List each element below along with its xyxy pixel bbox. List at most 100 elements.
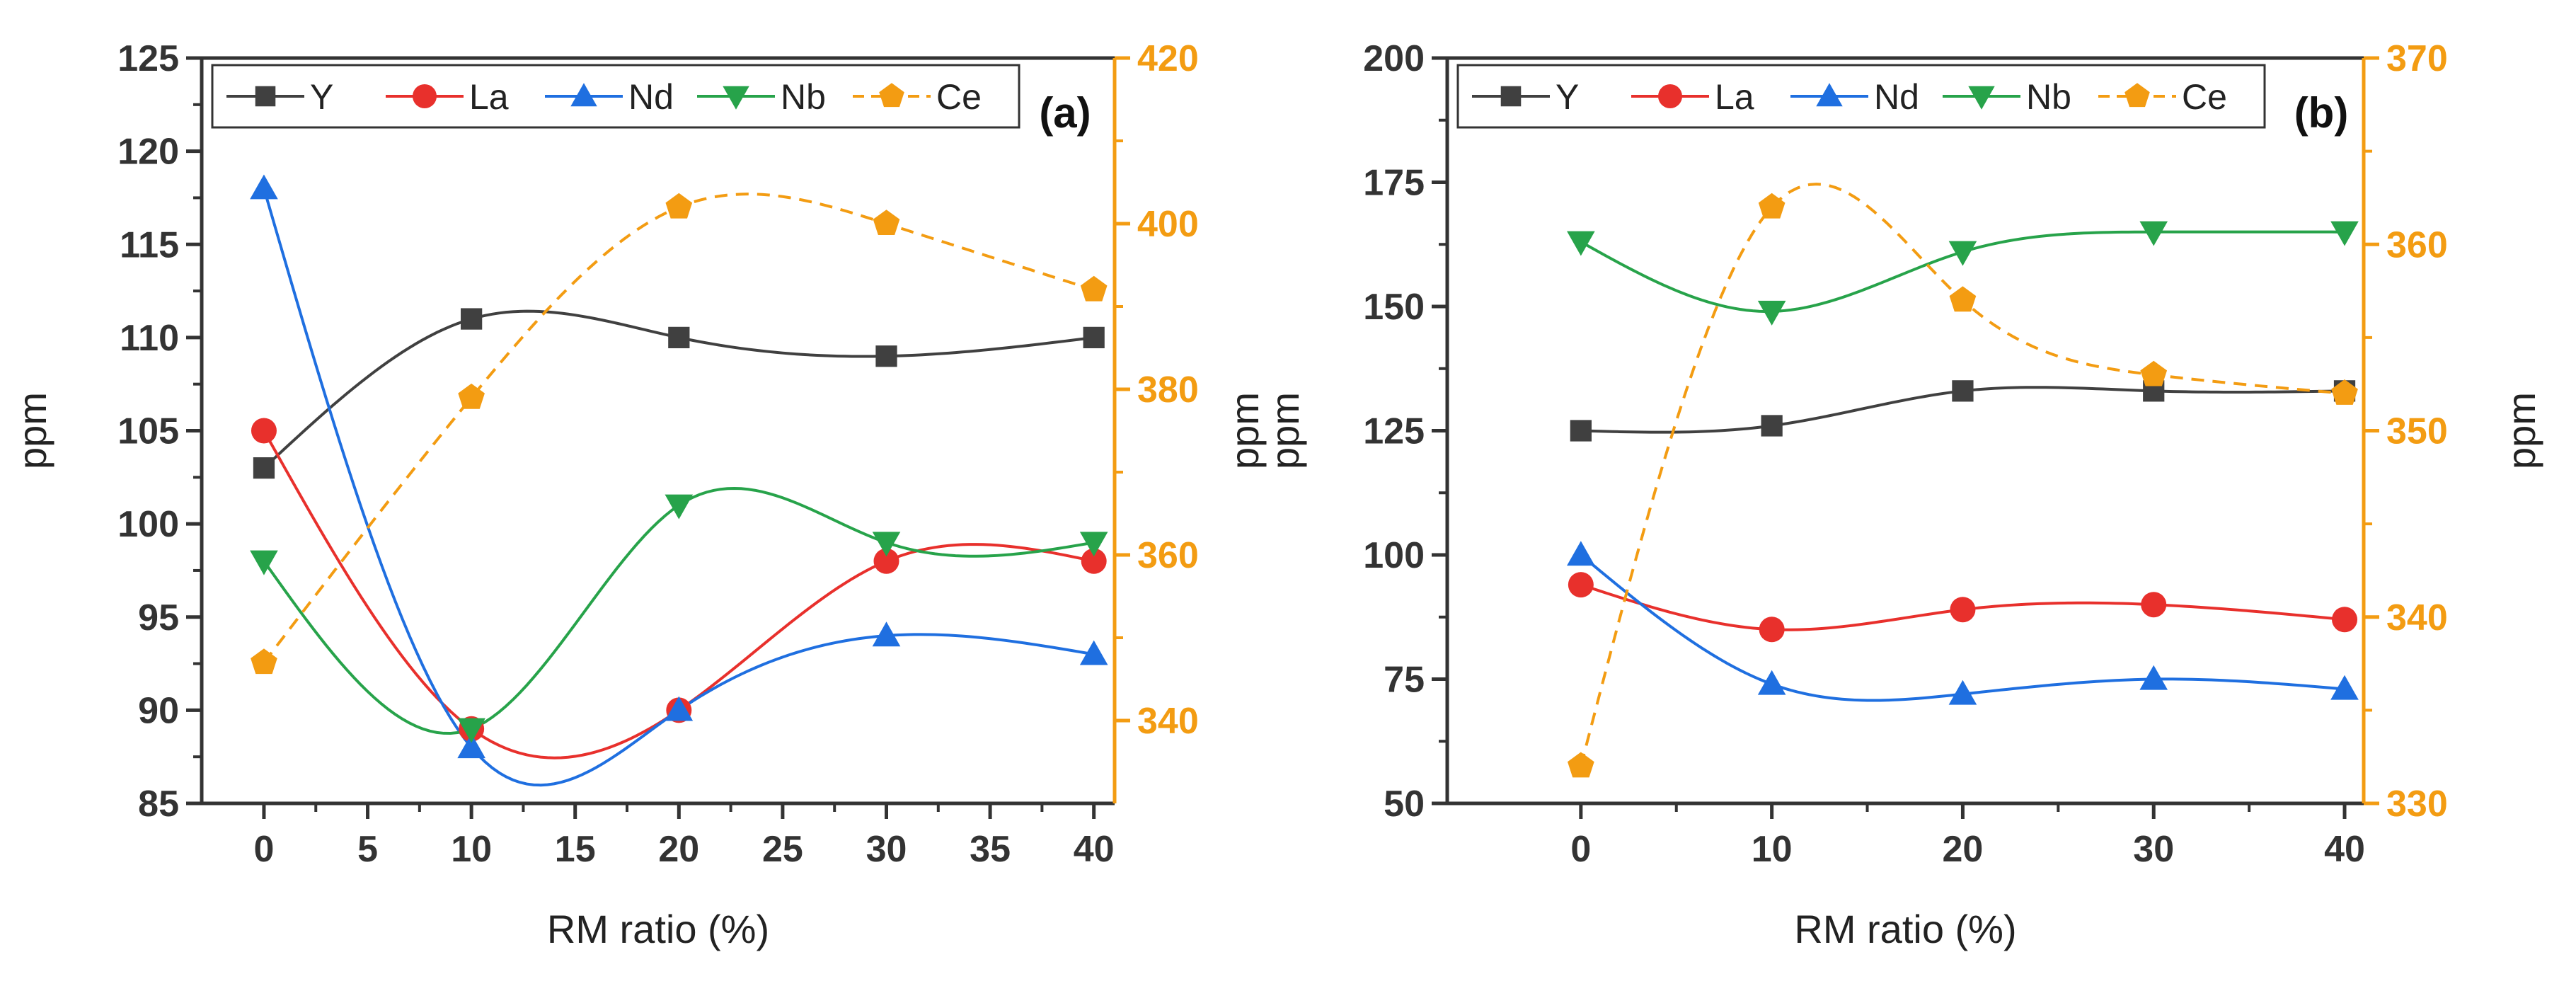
left-y-tick-label: 110 [120,318,179,359]
data-point-nb [665,494,694,520]
right-y-tick-label: 340 [1137,701,1199,742]
right-y-tick-label: 370 [2386,38,2448,79]
data-point-nd [2330,675,2359,700]
x-tick-label: 10 [451,829,492,870]
data-point-nb [457,718,485,743]
legend-label-nd: Nd [628,77,674,117]
legend-marker-la [413,84,437,108]
data-point-nd [1948,680,1977,705]
panel-tag: (b) [2294,89,2349,137]
legend-label-nd: Nd [1874,77,1919,117]
data-point-ce [665,193,693,219]
legend-label-ce: Ce [936,77,982,117]
data-point-nd [457,733,485,759]
data-point-la [2141,592,2167,618]
data-point-nd [872,621,901,647]
x-tick-label: 0 [1570,829,1591,870]
right-y-tick-label: 350 [2386,411,2448,452]
x-tick-label: 30 [866,829,907,870]
data-point-nd [665,696,694,721]
right-y-tick-label: 330 [2386,784,2448,825]
x-tick-label: 30 [2133,829,2174,870]
series-line-nd [1580,554,2345,702]
right-y-tick-label: 360 [1137,535,1199,576]
legend-label-la: La [1715,77,1754,117]
left-y-axis-title: ppm [10,392,54,469]
right-y-axis-title: ppm [1222,392,1267,469]
data-point-y [1083,326,1105,348]
data-point-y [1761,415,1783,437]
left-y-tick-label: 100 [1363,535,1425,576]
data-point-nd [1079,640,1108,665]
left-y-tick-label: 200 [1363,38,1425,79]
data-point-ce [1080,275,1108,302]
data-point-la [251,418,277,444]
data-point-nb [1948,241,1977,266]
chart-panel-b: 0 10 20 30 40 50 75 100 125 150 175 200 330 340 350 360… [1263,38,2543,951]
left-y-tick-label: 90 [138,690,179,731]
data-point-ce [873,210,900,236]
data-point-ce [458,383,485,409]
x-tick-label: 40 [2324,829,2365,870]
data-point-ce [1949,286,1977,312]
x-tick-label: 25 [762,829,803,870]
series-line-nd [263,188,1095,787]
data-point-nd [1567,541,1595,566]
left-y-tick-label: 95 [138,597,179,638]
data-point-ce [1758,193,1786,219]
left-y-tick-label: 125 [117,38,179,79]
data-point-ce [2331,379,2358,405]
legend-label-y: Y [1556,77,1579,117]
left-y-tick-label: 125 [1363,411,1425,452]
data-point-nb [1757,300,1786,326]
data-point-y [668,326,690,348]
left-y-tick-label: 85 [138,784,179,825]
data-point-nb [2139,221,2168,246]
right-y-tick-label: 420 [1137,38,1199,79]
data-point-la [1950,597,1976,623]
series-line-ce [263,193,1095,664]
left-y-axis-title: ppm [1263,392,1307,469]
left-y-tick-label: 175 [1363,163,1425,204]
right-y-tick-label: 340 [2386,597,2448,638]
right-y-axis-title: ppm [2499,392,2543,469]
data-point-nb [250,550,278,575]
legend: Y La Nd Nb Ce [1456,64,2266,129]
left-y-tick-label: 75 [1384,660,1425,701]
legend-marker-nd [1816,83,1843,107]
data-point-ce [251,648,277,675]
x-tick-label: 35 [970,829,1011,870]
legend-label-la: La [469,77,509,117]
data-point-y [1570,420,1592,442]
left-y-tick-label: 100 [117,504,179,545]
data-point-nd [1757,670,1786,695]
legend-marker-nb [1968,86,1995,110]
legend-marker-y [1500,86,1522,107]
data-point-nd [250,174,278,200]
data-point-la [873,548,899,574]
legend-marker-la [1658,84,1682,108]
series-line-ce [1579,183,2345,767]
data-point-la [1081,548,1107,574]
legend-label-y: Y [310,77,333,117]
x-axis-title: RM ratio (%) [547,907,769,951]
data-point-nb [1567,231,1595,256]
legend-marker-ce [879,83,904,108]
left-y-tick-label: 150 [1363,287,1425,328]
data-point-nb [1079,532,1108,557]
data-point-la [2332,607,2358,633]
right-y-tick-label: 400 [1137,204,1199,245]
left-y-tick-label: 105 [117,411,179,452]
data-point-la [1568,572,1594,598]
data-point-nd [2139,665,2168,690]
x-tick-label: 0 [253,829,274,870]
data-point-y [1952,380,1974,402]
data-point-nb [2330,221,2359,246]
data-point-nb [872,532,901,557]
x-axis-title: RM ratio (%) [1794,907,2016,951]
legend-marker-nd [570,83,597,107]
panel-tag: (a) [1039,89,1091,137]
legend: Y La Nd Nb Ce [211,64,1020,129]
